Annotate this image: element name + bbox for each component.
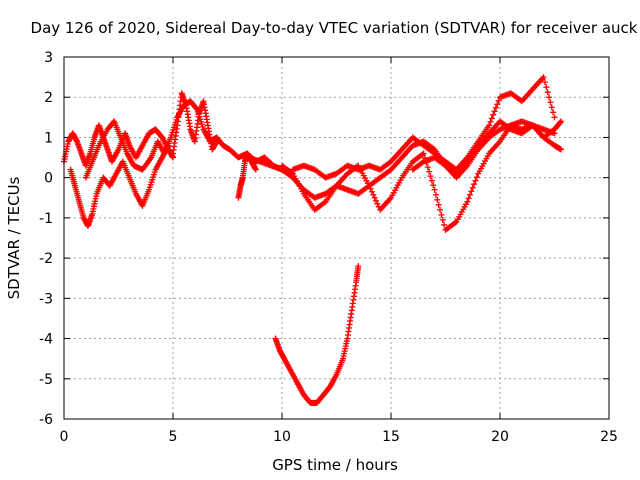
data-point (367, 185, 374, 192)
data-point (551, 114, 558, 121)
data-point (437, 206, 444, 213)
data-point (495, 97, 502, 104)
data-point (435, 201, 442, 208)
y-tick-label: 2 (44, 90, 53, 106)
y-tick-label: 1 (44, 130, 53, 146)
x-axis-label: GPS time / hours (272, 456, 398, 474)
data-point (368, 188, 375, 195)
data-point (494, 101, 501, 108)
data-point (541, 79, 548, 86)
data-point (431, 186, 438, 193)
data-point (374, 200, 381, 207)
data-point (252, 166, 259, 173)
data-point (473, 174, 480, 181)
x-tick-label: 0 (60, 429, 69, 445)
data-point (486, 122, 493, 129)
series-track-j (272, 263, 362, 406)
data-point (544, 89, 551, 96)
data-point (472, 177, 479, 184)
y-tick-label: -5 (39, 372, 53, 388)
series-track-i (409, 118, 565, 177)
plot-frame (63, 56, 610, 420)
data-point (557, 119, 564, 126)
data-point (428, 177, 435, 184)
series-track-d (170, 90, 220, 157)
data-point (366, 182, 373, 189)
data-point (420, 150, 427, 157)
data-point (464, 198, 471, 205)
data-point (465, 195, 472, 202)
grid-lines (64, 57, 609, 419)
x-tick-label: 20 (491, 429, 509, 445)
data-point (355, 263, 362, 270)
chart-title: Day 126 of 2020, Sidereal Day-to-day VTE… (31, 19, 638, 37)
x-tick-label: 15 (382, 429, 400, 445)
y-tick-label: -2 (39, 251, 53, 267)
data-point (558, 146, 565, 153)
data-point (547, 99, 554, 106)
data-point (373, 197, 380, 204)
y-tick-label: -1 (39, 211, 53, 227)
data-point (491, 108, 498, 115)
data-point (371, 194, 378, 201)
data-point (488, 115, 495, 122)
data-point (370, 191, 377, 198)
data-point (439, 216, 446, 223)
y-tick-label: 0 (44, 171, 53, 187)
y-tick-label: -6 (39, 412, 53, 428)
data-point (424, 164, 431, 171)
data-point (434, 196, 441, 203)
data-point (468, 188, 475, 195)
data-point (467, 191, 474, 198)
y-tick-label: -3 (39, 291, 53, 307)
series-track-h (289, 74, 558, 181)
data-point (427, 173, 434, 180)
data-point (471, 181, 478, 188)
data-point (546, 94, 553, 101)
data-point (432, 191, 439, 198)
data-point (430, 182, 437, 189)
series-track-f (246, 122, 558, 201)
x-tick-label: 5 (169, 429, 178, 445)
data-point (213, 138, 220, 145)
plot-points (61, 74, 565, 406)
data-point (426, 168, 433, 175)
data-point (469, 184, 476, 191)
data-point (550, 109, 557, 116)
data-point (540, 74, 547, 81)
data-point (487, 118, 494, 125)
y-tick-label: -4 (39, 332, 53, 348)
y-axis-label: SDTVAR / TECUs (5, 176, 23, 299)
data-point (558, 118, 565, 125)
x-tick-label: 10 (273, 429, 291, 445)
x-tick-label: 25 (600, 429, 618, 445)
y-tick-label: 3 (44, 50, 53, 66)
series-track-a (61, 122, 176, 169)
data-point (543, 84, 550, 91)
series-track-g (279, 118, 565, 233)
data-point (490, 111, 497, 118)
data-point (441, 221, 448, 228)
data-point (492, 104, 499, 111)
axis-ticks (63, 56, 610, 420)
data-point (548, 104, 555, 111)
data-point (438, 211, 445, 218)
